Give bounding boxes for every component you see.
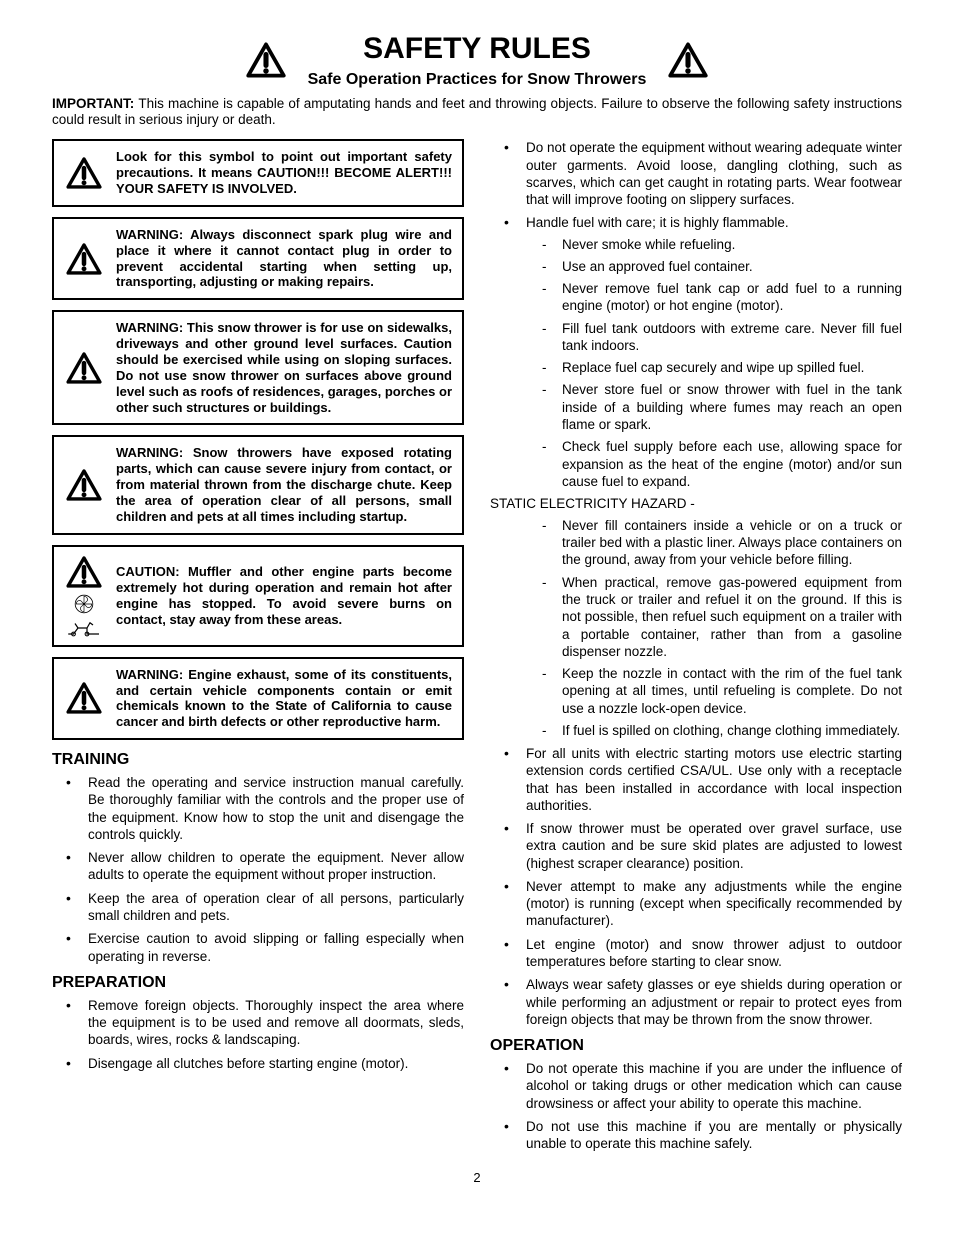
- static-hazard-container: .nobul::before{content:none!important} N…: [490, 517, 902, 739]
- right-column: Do not operate the equipment without wea…: [490, 139, 902, 1158]
- warning-icon: [64, 681, 104, 715]
- sublist-item: Check fuel supply before each use, allow…: [526, 438, 902, 490]
- page-header: SAFETY RULES Safe Operation Practices fo…: [52, 30, 902, 90]
- sublist-item: Never fill containers inside a vehicle o…: [526, 517, 902, 569]
- sublist-item: Never remove fuel tank cap or add fuel t…: [526, 280, 902, 315]
- operation-list: Do not operate this machine if you are u…: [490, 1060, 902, 1152]
- list-item: Keep the area of operation clear of all …: [52, 890, 464, 925]
- preparation-continued-list: Do not operate the equipment without wea…: [490, 139, 902, 490]
- training-list: Read the operating and service instructi…: [52, 774, 464, 965]
- warning-text: CAUTION: Muffler and other engine parts …: [116, 564, 452, 627]
- static-sublist: Never fill containers inside a vehicle o…: [526, 517, 902, 739]
- fuel-sublist: Never smoke while refueling. Use an appr…: [526, 236, 902, 490]
- sublist-item: Never store fuel or snow thrower with fu…: [526, 381, 902, 433]
- warning-icon: [64, 156, 104, 190]
- static-hazard-header: STATIC ELECTRICITY HAZARD -: [490, 496, 902, 513]
- important-notice: IMPORTANT: This machine is capable of am…: [52, 96, 902, 130]
- sublist-item: When practical, remove gas-powered equip…: [526, 574, 902, 660]
- list-item-text: Handle fuel with care; it is highly flam…: [526, 215, 789, 230]
- sublist-item: If fuel is spilled on clothing, change c…: [526, 722, 902, 739]
- title-row: SAFETY RULES Safe Operation Practices fo…: [52, 30, 902, 90]
- preparation-header: PREPARATION: [52, 973, 464, 993]
- list-item: Exercise caution to avoid slipping or fa…: [52, 930, 464, 965]
- page-title: SAFETY RULES: [308, 30, 647, 68]
- page-subtitle: Safe Operation Practices for Snow Throwe…: [308, 70, 647, 90]
- list-item: Read the operating and service instructi…: [52, 774, 464, 843]
- thrower-icon: [66, 619, 102, 637]
- warning-box-surfaces: WARNING: This snow thrower is for use on…: [52, 310, 464, 425]
- training-header: TRAINING: [52, 750, 464, 770]
- sublist-item: Never smoke while refueling.: [526, 236, 902, 253]
- warning-text: WARNING: This snow thrower is for use on…: [116, 320, 452, 415]
- title-block: SAFETY RULES Safe Operation Practices fo…: [308, 30, 647, 90]
- warning-icon: [244, 41, 288, 79]
- warning-text: WARNING: Engine exhaust, some of its con…: [116, 667, 452, 730]
- sublist-item: Replace fuel cap securely and wipe up sp…: [526, 359, 902, 376]
- warning-icon: [64, 555, 104, 589]
- warning-text: WARNING: Snow throwers have exposed rota…: [116, 445, 452, 524]
- warning-icon: [64, 242, 104, 276]
- preparation-rest-list: For all units with electric starting mot…: [490, 745, 902, 1028]
- warning-icon: [666, 41, 710, 79]
- list-item: Never allow children to operate the equi…: [52, 849, 464, 884]
- warning-box-symbol: Look for this symbol to point out import…: [52, 139, 464, 207]
- list-item: Always wear safety glasses or eye shield…: [490, 976, 902, 1028]
- static-hazard-wrapper: .nobul::before{content:none!important} N…: [490, 517, 902, 739]
- warning-box-exhaust: WARNING: Engine exhaust, some of its con…: [52, 657, 464, 740]
- warning-box-hot-parts: CAUTION: Muffler and other engine parts …: [52, 545, 464, 647]
- list-item: Do not use this machine if you are menta…: [490, 1118, 902, 1153]
- list-item: Disengage all clutches before starting e…: [52, 1055, 464, 1072]
- content-columns: Look for this symbol to point out import…: [52, 139, 902, 1158]
- sublist-item: Keep the nozzle in contact with the rim …: [526, 665, 902, 717]
- warning-icon: [64, 351, 104, 385]
- operation-header: OPERATION: [490, 1036, 902, 1056]
- sublist-item: Fill fuel tank outdoors with extreme car…: [526, 320, 902, 355]
- warning-icon: [64, 468, 104, 502]
- warning-box-sparkplug: WARNING: Always disconnect spark plug wi…: [52, 217, 464, 300]
- important-text: This machine is capable of amputating ha…: [52, 96, 902, 128]
- list-item: Handle fuel with care; it is highly flam…: [490, 214, 902, 490]
- left-column: Look for this symbol to point out import…: [52, 139, 464, 1158]
- important-label: IMPORTANT:: [52, 96, 138, 111]
- list-item: For all units with electric starting mot…: [490, 745, 902, 814]
- warning-box-rotating-parts: WARNING: Snow throwers have exposed rota…: [52, 435, 464, 534]
- page-number: 2: [52, 1170, 902, 1186]
- warning-text: Look for this symbol to point out import…: [116, 149, 452, 197]
- fan-icon: [73, 593, 95, 615]
- list-item: Do not operate this machine if you are u…: [490, 1060, 902, 1112]
- list-item: If snow thrower must be operated over gr…: [490, 820, 902, 872]
- list-item: Do not operate the equipment without wea…: [490, 139, 902, 208]
- list-item: Remove foreign objects. Thoroughly inspe…: [52, 997, 464, 1049]
- list-item: Never attempt to make any adjustments wh…: [490, 878, 902, 930]
- list-item: Let engine (motor) and snow thrower adju…: [490, 936, 902, 971]
- sublist-item: Use an approved fuel container.: [526, 258, 902, 275]
- warning-text: WARNING: Always disconnect spark plug wi…: [116, 227, 452, 290]
- preparation-list: Remove foreign objects. Thoroughly inspe…: [52, 997, 464, 1072]
